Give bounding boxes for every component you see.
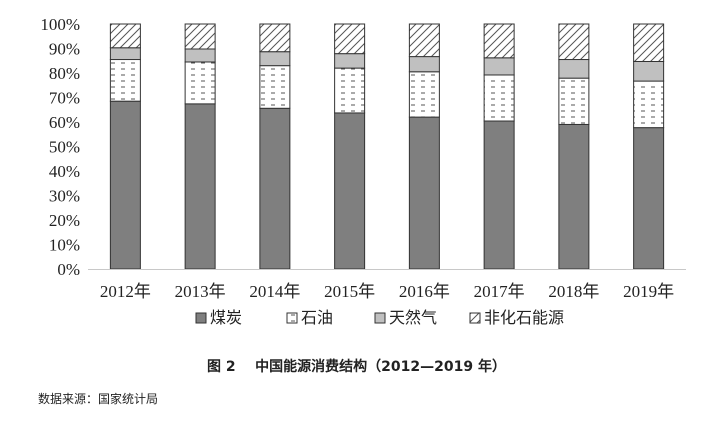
- y-tick-label: 80%: [49, 64, 80, 83]
- legend-label: 煤炭: [210, 308, 242, 327]
- bar-segment-series-3: [109, 23, 141, 49]
- bar-segment-series-3: [334, 23, 366, 55]
- x-tick-label: 2014年: [249, 282, 300, 301]
- x-tick-label: 2013年: [175, 282, 226, 301]
- y-tick-label: 50%: [49, 138, 80, 157]
- y-tick-label: 100%: [40, 15, 80, 34]
- figure-label: 图 2: [207, 359, 236, 375]
- data-source: 数据来源：国家统计局: [38, 392, 159, 406]
- y-tick-label: 20%: [49, 211, 80, 230]
- bar-segment-series-1: [483, 74, 515, 122]
- x-tick-label: 2017年: [474, 282, 525, 301]
- bar-segment-series-0: [483, 120, 515, 270]
- y-tick-label: 70%: [49, 89, 80, 108]
- bar-segment-series-1: [334, 67, 366, 114]
- bar-segment-series-3: [184, 23, 216, 50]
- bar-segment-series-0: [109, 100, 141, 270]
- bar-segment-series-0: [633, 127, 665, 270]
- bar-segment-series-3: [558, 23, 590, 61]
- y-tick-label: 10%: [49, 236, 80, 255]
- bar-segment-series-2: [334, 53, 366, 69]
- legend-label: 石油: [301, 308, 333, 327]
- bar-segment-series-2: [558, 59, 590, 79]
- figure-title: 中国能源消费结构（2012—2019 年）: [255, 359, 506, 375]
- x-tick-label: 2016年: [399, 282, 450, 301]
- legend-label: 非化石能源: [484, 308, 564, 327]
- legend-swatch: [374, 312, 386, 324]
- stacked-bar-chart: 0%10%20%30%40%50%60%70%80%90%100% 2012年 2…: [40, 15, 686, 327]
- bar-segment-series-0: [558, 123, 590, 270]
- bar-segment-series-2: [184, 48, 216, 63]
- bar-segment-series-1: [184, 61, 216, 105]
- y-tick-label: 90%: [49, 40, 80, 59]
- y-tick-label: 30%: [49, 187, 80, 206]
- bar-segment-series-0: [259, 107, 291, 270]
- bar-segment-series-0: [184, 103, 216, 270]
- y-axis: 0% 10% 20% 30% 40% 50% 60% 70% 80% 90% 100%: [40, 15, 80, 279]
- bar-segment-series-1: [633, 80, 665, 129]
- y-tick-label: 60%: [49, 113, 80, 132]
- bar-segment-series-2: [109, 47, 141, 61]
- x-tick-label: 2015年: [324, 282, 375, 301]
- legend-swatch: [469, 312, 481, 324]
- x-axis: 2012年 2013年 2014年 2015年 2016年 2017年 2018年 2019年: [88, 269, 686, 301]
- bar-segment-series-3: [483, 23, 515, 59]
- bars: [109, 23, 665, 270]
- bar-segment-series-1: [408, 71, 440, 118]
- legend: 煤炭 石油 天然气 非化石能源: [195, 308, 564, 327]
- bar-segment-series-1: [109, 59, 141, 102]
- bar-segment-series-3: [408, 23, 440, 58]
- legend-swatch: [286, 312, 298, 324]
- figure-caption: 图 2 中国能源消费结构（2012—2019 年）: [0, 356, 713, 376]
- y-tick-label: 40%: [49, 162, 80, 181]
- x-tick-label: 2012年: [100, 282, 151, 301]
- bar-segment-series-3: [259, 23, 291, 53]
- bar-segment-series-0: [334, 112, 366, 270]
- bar-segment-series-2: [483, 57, 515, 76]
- x-tick-label: 2019年: [623, 282, 674, 301]
- bar-segment-series-2: [633, 60, 665, 82]
- bar-segment-series-3: [633, 23, 665, 62]
- bar-segment-series-2: [259, 51, 291, 67]
- bar-segment-series-1: [259, 65, 291, 109]
- legend-swatch: [195, 312, 207, 324]
- y-tick-label: 0%: [57, 260, 80, 279]
- bar-segment-series-1: [558, 77, 590, 125]
- bar-segment-series-0: [408, 116, 440, 270]
- bar-segment-series-2: [408, 56, 440, 73]
- legend-label: 天然气: [389, 308, 437, 327]
- x-tick-label: 2018年: [548, 282, 599, 301]
